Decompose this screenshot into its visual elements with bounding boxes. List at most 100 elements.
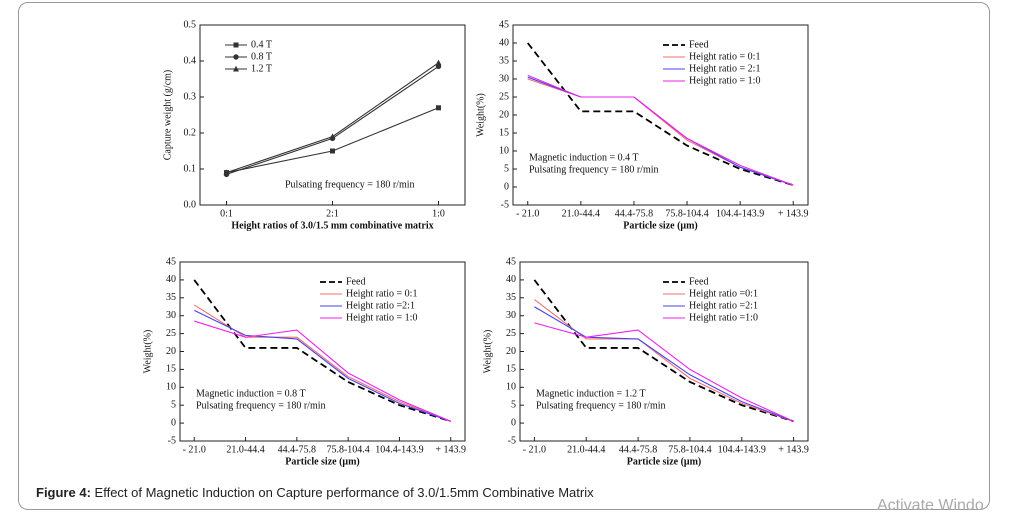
y-tick-label: 35 (166, 292, 176, 303)
annotation: Magnetic induction = 0.4 T (529, 152, 639, 163)
y-tick-label: 20 (506, 346, 516, 357)
legend-label: Height ratio = 0:1 (689, 51, 760, 62)
caption: Figure 4: Effect of Magnetic Induction o… (36, 485, 594, 500)
y-tick-label: 10 (506, 382, 516, 393)
marker (435, 59, 442, 66)
y-tick-label: 15 (166, 364, 176, 375)
x-axis-label: Particle size (μm) (285, 456, 360, 467)
legend-label: Height ratio =0:1 (689, 288, 758, 299)
y-tick-label: 30 (166, 310, 176, 321)
y-tick-label: 0.2 (184, 127, 197, 138)
y-tick-label: 25 (506, 328, 516, 339)
y-tick-label: 0.0 (184, 199, 197, 210)
annotation: Magnetic induction = 0.8 T (196, 388, 306, 399)
y-tick-label: 5 (504, 163, 509, 174)
legend-label: Feed (346, 276, 365, 287)
legend-label: Height ratio =2:1 (346, 300, 415, 311)
legend-label: Height ratio = 2:1 (689, 63, 760, 74)
y-tick-label: 15 (499, 127, 509, 138)
marker (330, 148, 335, 154)
x-tick-label: + 143.9 (778, 208, 809, 219)
y-tick-label: 30 (506, 310, 516, 321)
legend-label: Height ratio = 0:1 (346, 288, 417, 299)
annotation: Pulsating frequency = 180 r/min (536, 400, 666, 411)
data-line (534, 322, 794, 422)
y-axis-label: Weight(%) (482, 330, 493, 374)
x-tick-label: 21.0-44.4 (562, 208, 600, 219)
y-tick-label: 40 (166, 274, 176, 285)
y-tick-label: 0.1 (184, 163, 197, 174)
y-tick-label: 45 (499, 19, 509, 30)
y-tick-label: 15 (506, 364, 516, 375)
y-tick-label: 30 (499, 73, 509, 84)
data-line (194, 309, 451, 422)
data-line (527, 74, 794, 186)
legend-label: Feed (689, 39, 708, 50)
marker (436, 105, 441, 111)
x-tick-label: 75.8-104.4 (326, 444, 369, 455)
y-tick-label: 0.5 (184, 19, 197, 30)
data-line (194, 320, 451, 422)
marker (329, 133, 336, 140)
watermark: Activate Windo (877, 497, 984, 514)
marker (233, 42, 239, 48)
y-axis-label: Capture weight (g/cm) (162, 70, 173, 161)
figure-background (135, 14, 867, 473)
x-tick-label: 44.4-75.8 (615, 208, 653, 219)
x-tick-label: - 21.0 (523, 444, 546, 455)
legend-label: 0.4 T (251, 39, 272, 50)
marker (223, 169, 230, 176)
x-tick-label: 1:0 (432, 208, 445, 219)
y-tick-label: -5 (501, 199, 509, 210)
y-tick-label: 25 (166, 328, 176, 339)
x-tick-label: 104.4-143.9 (375, 444, 423, 455)
y-tick-label: 0 (504, 181, 509, 192)
y-tick-label: 5 (511, 399, 516, 410)
y-tick-label: 20 (166, 346, 176, 357)
x-tick-label: + 143.9 (435, 444, 466, 455)
y-tick-label: 25 (499, 91, 509, 102)
y-axis-label: Weight(%) (142, 330, 153, 374)
y-tick-label: -5 (168, 435, 176, 446)
annotation: Magnetic induction = 1.2 T (536, 388, 646, 399)
x-axis-label: Particle size (μm) (627, 456, 702, 467)
caption-label: Figure 4: (36, 485, 91, 500)
annotation: Pulsating frequency = 180 r/min (529, 164, 659, 175)
y-tick-label: 35 (499, 55, 509, 66)
y-tick-label: 10 (166, 382, 176, 393)
y-tick-label: 40 (506, 274, 516, 285)
x-tick-label: 104.4-143.9 (716, 208, 764, 219)
legend-label: Feed (689, 276, 708, 287)
y-axis-label: Weight(%) (475, 93, 486, 137)
legend-label: Height ratio =1:0 (689, 312, 758, 323)
x-tick-label: - 21.0 (183, 444, 206, 455)
x-tick-label: 104.4-143.9 (718, 444, 766, 455)
x-tick-label: 44.4-75.8 (278, 444, 316, 455)
x-tick-label: 2:1 (326, 208, 339, 219)
figure-frame (18, 2, 990, 510)
annotation: Pulsating frequency = 180 r/min (285, 179, 415, 190)
x-tick-label: 21.0-44.4 (567, 444, 605, 455)
marker (233, 54, 239, 60)
y-tick-label: 40 (499, 37, 509, 48)
x-axis-label: Particle size (μm) (623, 220, 698, 231)
data-line (193, 279, 452, 423)
data-line (534, 306, 794, 422)
data-line (527, 42, 794, 187)
x-tick-label: 21.0-44.4 (226, 444, 264, 455)
y-tick-label: 10 (499, 145, 509, 156)
legend-label: Height ratio = 1:0 (346, 312, 417, 323)
legend-label: 0.8 T (251, 51, 272, 62)
legend-label: Height ratio =2:1 (689, 300, 758, 311)
annotation: Pulsating frequency = 180 r/min (196, 400, 326, 411)
marker (233, 65, 239, 72)
y-tick-label: 45 (506, 256, 516, 267)
x-axis-label: Height ratios of 3.0/1.5 mm combinative … (231, 220, 433, 231)
x-tick-label: - 21.0 (516, 208, 539, 219)
y-tick-label: 35 (506, 292, 516, 303)
x-tick-label: 75.8-104.4 (668, 444, 711, 455)
y-tick-label: -5 (508, 435, 516, 446)
data-line (533, 279, 794, 423)
